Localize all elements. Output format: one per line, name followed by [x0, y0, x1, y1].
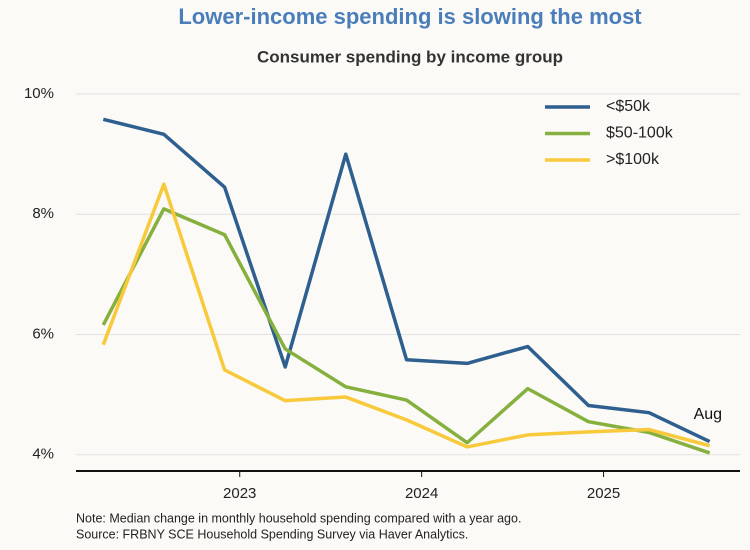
- x-tick-label: 2025: [587, 485, 620, 502]
- legend-label: <$50k: [606, 98, 651, 115]
- y-tick-label: 10%: [24, 85, 54, 102]
- x-tick-label: 2023: [223, 485, 256, 502]
- legend-label: >$100k: [606, 151, 660, 168]
- y-tick-label: 4%: [32, 446, 54, 463]
- y-tick-label: 8%: [32, 205, 54, 222]
- x-tick-label: 2024: [405, 485, 438, 502]
- series-line: [101, 182, 711, 449]
- series-line: [102, 117, 711, 444]
- chart-title: Lower-income spending is slowing the mos…: [178, 4, 642, 29]
- annotation: Aug: [694, 406, 722, 423]
- chart-subtitle: Consumer spending by income group: [257, 47, 563, 66]
- legend-label: $50-100k: [606, 125, 674, 142]
- series-line: [101, 207, 711, 455]
- y-tick-label: 6%: [32, 325, 54, 342]
- note: Note: Median change in monthly household…: [76, 511, 521, 525]
- source: Source: FRBNY SCE Household Spending Sur…: [76, 527, 468, 541]
